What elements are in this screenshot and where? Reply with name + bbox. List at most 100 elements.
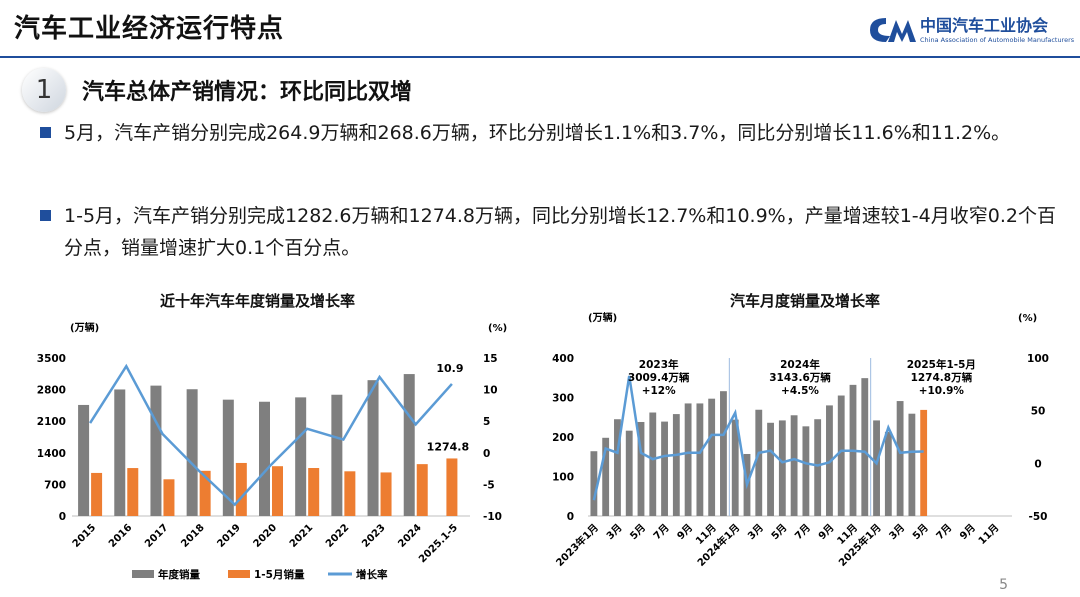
chart2-month-bar	[861, 378, 869, 516]
chart1-xtick: 2019	[215, 522, 242, 549]
section-title: 汽车总体产销情况：环比同比双增	[82, 80, 413, 105]
chart2-month-bar	[755, 409, 763, 516]
chart1-ytd-bar	[344, 471, 356, 516]
caam-logo: 中国汽车工业协会 China Association of Automobile…	[866, 12, 1074, 52]
chart1-ytd-bar	[380, 472, 392, 516]
chart2-month-bar	[731, 419, 739, 516]
chart2-xtick: 9月	[957, 522, 977, 542]
chart2-month-bar	[790, 415, 798, 516]
chart2-y2tick: 100	[1027, 353, 1049, 365]
bullet-square-icon	[40, 127, 51, 138]
chart2-xtick: 3月	[887, 522, 907, 542]
chart2-month-bar	[625, 430, 633, 516]
chart2-ytick: 100	[552, 472, 574, 484]
chart2-month-bar	[896, 401, 904, 516]
chart2-y2label: (%)	[1018, 313, 1037, 324]
caam-logo-mark	[870, 18, 916, 42]
bullet-text: 1-5月，汽车产销分别完成1282.6万辆和1274.8万辆，同比分别增长12.…	[64, 205, 1056, 259]
chart2-year-annotation: 1274.8万辆	[911, 371, 973, 384]
chart1-annual-bar	[295, 397, 307, 516]
chart1-ytd-bar	[235, 462, 247, 516]
section-number-badge: 1	[22, 68, 66, 112]
chart1-annual-bar	[114, 389, 126, 516]
page-title: 汽车工业经济运行特点	[14, 14, 285, 44]
chart2-year-annotation: 3143.6万辆	[769, 371, 831, 384]
chart2-month-bar	[720, 391, 727, 516]
chart2-ytick: 200	[552, 432, 574, 444]
chart2-year-annotation: +4.5%	[781, 385, 819, 397]
chart2-month-bar	[590, 451, 598, 516]
chart1-ytick: 1400	[37, 448, 66, 460]
chart2-month-bar	[614, 419, 621, 516]
chart2-xtick: 9月	[816, 522, 836, 542]
logo-name-cn: 中国汽车工业协会	[920, 16, 1049, 35]
chart2-month-bar	[814, 419, 822, 516]
annual-sales-chart: (万辆) (%) 0 700 1400 2100 2800 3500 -10 -5 0 5 10 15 20…	[37, 321, 507, 581]
page-number: 5	[999, 577, 1008, 593]
chart1-y2tick: -10	[483, 511, 502, 523]
chart2-xtick: 5月	[769, 522, 789, 542]
chart1-y2tick: 5	[483, 416, 490, 428]
chart2-ytick: 0	[567, 511, 574, 523]
chart1-y2tick: 0	[483, 448, 490, 460]
chart1-y2tick: 10	[483, 385, 498, 397]
chart2-ytick: 300	[552, 393, 574, 405]
chart1-y2tick: 15	[483, 353, 498, 365]
chart1-xtick: 2025.1-5	[417, 522, 460, 565]
chart1-xtick: 2022	[324, 522, 351, 549]
chart1-xtick: 2018	[179, 522, 206, 549]
chart2-xtick: 2023年1月	[553, 521, 601, 569]
chart1-xtick: 2016	[107, 522, 134, 549]
chart1-ylabel: (万辆)	[70, 321, 99, 334]
chart2-xtick: 11月	[976, 522, 1001, 547]
chart2-month-bar	[767, 422, 774, 516]
chart1-xtick: 2024	[396, 522, 423, 549]
chart1-annual-bar	[222, 399, 234, 516]
chart2-year-annotation: +12%	[642, 385, 676, 397]
chart2-month-bar	[684, 403, 692, 516]
legend-ytd-label: 1-5月销量	[254, 568, 305, 581]
chart1-ytd-bar	[199, 470, 211, 516]
chart2-month-bar	[696, 403, 704, 516]
bullet-square-icon	[40, 210, 51, 221]
chart2-xtick: 3月	[604, 522, 624, 542]
legend-annual-label: 年度销量	[158, 568, 200, 581]
chart2-y2tick: 0	[1034, 458, 1041, 470]
chart2-ytick: 400	[552, 353, 574, 365]
chart2-xtick: 5月	[628, 522, 648, 542]
chart2-month-bar	[778, 420, 786, 516]
bullet-text: 5月，汽车产销分别完成264.9万辆和268.6万辆，环比分别增长1.1%和3.…	[64, 122, 1011, 144]
chart2-growth-line	[592, 375, 924, 501]
chart1-annual-bar	[186, 389, 198, 516]
chart1-ytick: 2800	[37, 385, 66, 397]
chart1-ytd-bar	[127, 468, 139, 516]
header: 汽车工业经济运行特点 中国汽车工业协会 China Association of…	[0, 0, 1080, 62]
legend-growth-label: 增长率	[356, 568, 388, 581]
chart2-xtick: 9月	[675, 522, 695, 542]
chart1-annual-bar	[78, 404, 90, 516]
chart1-xtick: 2017	[143, 522, 170, 549]
chart1-ytick: 700	[44, 479, 66, 491]
chart2-month-bar	[602, 437, 610, 516]
chart2-month-bar	[661, 421, 668, 516]
chart2-year-annotation: 2024年	[780, 358, 820, 371]
chart2-y2tick: -50	[1029, 511, 1048, 523]
chart2-month-bar	[908, 413, 916, 516]
chart1-ytick: 3500	[37, 353, 66, 365]
chart1-y2tick: -5	[483, 479, 495, 491]
chart1-annual-bar	[403, 374, 415, 516]
chart1-y2label: (%)	[488, 323, 507, 334]
chart2-xtick: 3月	[745, 522, 765, 542]
chart2-month-bar	[649, 412, 657, 516]
chart2-month-bar	[802, 426, 810, 516]
chart2-month-bar	[637, 421, 645, 516]
chart1-annual-bar	[331, 394, 343, 516]
chart1-xtick: 2023	[360, 522, 387, 549]
legend-annual-swatch	[132, 570, 154, 578]
chart2-xtick: 7月	[793, 522, 813, 542]
chart2-year-annotation: +10.9%	[919, 385, 965, 397]
chart1-annual-bar	[367, 380, 379, 516]
chart1-ytd-label: 1274.8	[427, 440, 469, 453]
chart1-ytick: 0	[59, 511, 66, 523]
chart1-annual-bar	[259, 401, 270, 516]
